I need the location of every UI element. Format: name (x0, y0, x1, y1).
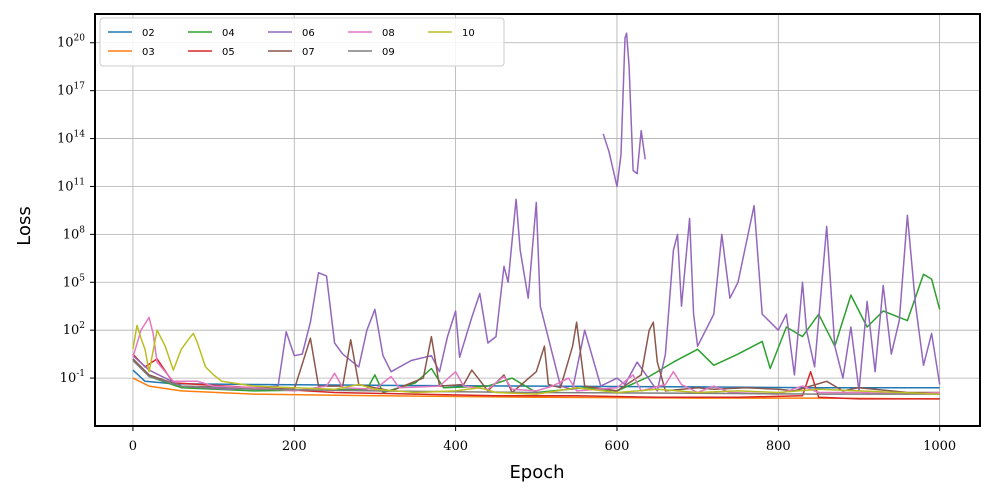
x-tick-label: 600 (605, 439, 630, 454)
series-line-10 (132, 324, 940, 395)
legend-label: 02 (142, 28, 155, 39)
y-tick-label: 108 (63, 225, 86, 242)
y-tick-label: 10-1 (60, 369, 85, 386)
legend-label: 08 (382, 28, 395, 39)
legend: 02 03 04 05 06 07 08 09 10 (99, 17, 505, 67)
plot-frame (94, 13, 981, 427)
series-line-09 (132, 359, 940, 395)
y-tick-label: 1014 (57, 130, 85, 147)
legend-label: 03 (142, 47, 155, 58)
x-tick-label: 400 (443, 439, 468, 454)
legend-box (99, 17, 505, 67)
y-tick-label: 102 (63, 321, 85, 338)
x-tick-label: 0 (129, 439, 137, 454)
y-axis-label: Loss (14, 206, 35, 245)
series-line-02 (132, 369, 940, 389)
x-axis-label: Epoch (509, 462, 564, 483)
x-axis: 0 200 400 600 800 1000 (129, 426, 956, 454)
legend-label: 07 (302, 47, 315, 58)
x-tick-label: 200 (282, 439, 307, 454)
series-line-04 (132, 273, 941, 394)
legend-label: 05 (222, 47, 235, 58)
legend-label: 04 (222, 28, 235, 39)
y-axis: 10-1 102 105 108 1011 1014 1017 1020 (57, 34, 95, 386)
series-line-08 (132, 316, 940, 395)
series-layer (132, 32, 941, 400)
series-line-07 (132, 321, 940, 394)
x-tick-label: 1000 (923, 439, 956, 454)
series-line-03 (132, 377, 940, 400)
grid (95, 14, 980, 426)
y-tick-label: 1011 (57, 177, 85, 194)
y-tick-label: 1020 (57, 34, 85, 51)
y-tick-label: 1017 (57, 82, 85, 99)
y-tick-label: 105 (63, 273, 86, 290)
series-line-06 (132, 198, 941, 392)
x-tick-label: 800 (766, 439, 791, 454)
series-line-06 (602, 32, 646, 188)
legend-label: 09 (382, 47, 395, 58)
legend-label: 06 (302, 28, 315, 39)
legend-label: 10 (462, 28, 475, 39)
